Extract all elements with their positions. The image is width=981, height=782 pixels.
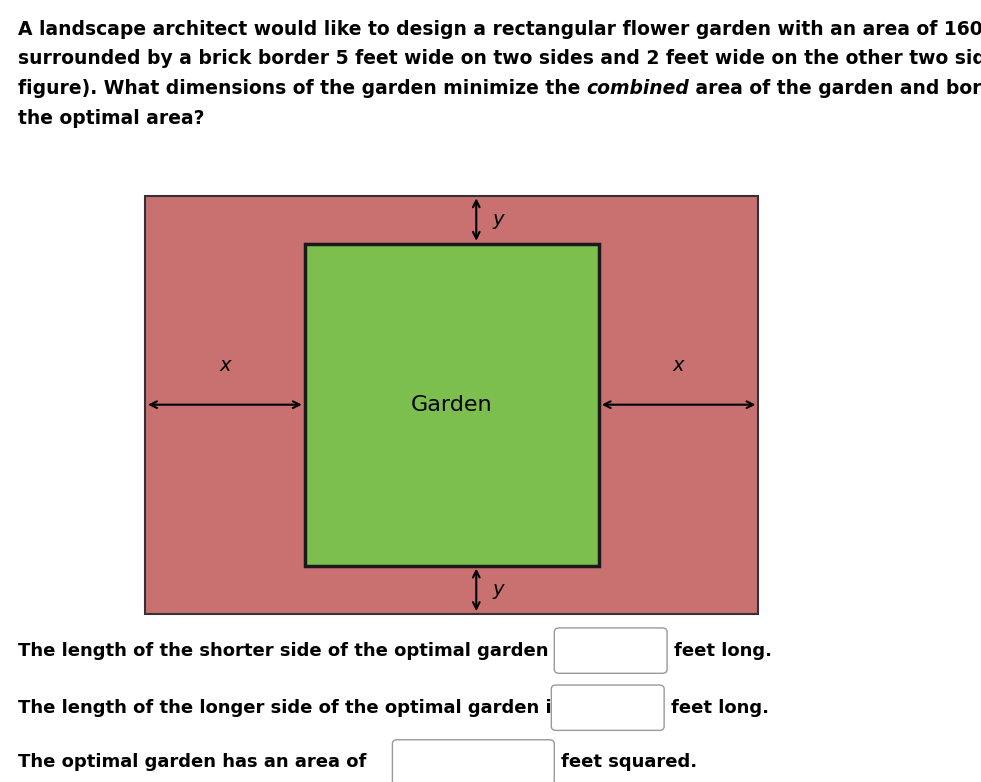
Text: The optimal garden has an area of: The optimal garden has an area of <box>18 753 366 772</box>
Text: the optimal area?: the optimal area? <box>18 109 204 127</box>
Text: surrounded by a brick border 5 feet wide on two sides and 2 feet wide on the oth: surrounded by a brick border 5 feet wide… <box>18 49 981 68</box>
Text: combined: combined <box>587 79 690 98</box>
Text: feet long.: feet long. <box>671 698 769 717</box>
Text: The length of the longer side of the optimal garden is: The length of the longer side of the opt… <box>18 698 562 717</box>
Text: feet squared.: feet squared. <box>561 753 697 772</box>
FancyBboxPatch shape <box>551 685 664 730</box>
Text: x: x <box>673 356 685 375</box>
Text: Garden: Garden <box>411 395 492 414</box>
FancyBboxPatch shape <box>554 628 667 673</box>
Text: A landscape architect would like to design a rectangular flower garden with an a: A landscape architect would like to desi… <box>18 20 981 38</box>
Text: y: y <box>492 210 503 229</box>
Text: area of the garden and borders? What is: area of the garden and borders? What is <box>690 79 981 98</box>
FancyBboxPatch shape <box>392 740 554 782</box>
Bar <box>145 196 758 614</box>
Text: figure). What dimensions of the garden minimize the: figure). What dimensions of the garden m… <box>18 79 587 98</box>
Bar <box>305 244 599 565</box>
Text: feet long.: feet long. <box>674 641 772 660</box>
Text: x: x <box>219 356 231 375</box>
Text: y: y <box>492 580 503 599</box>
Text: The length of the shorter side of the optimal garden is: The length of the shorter side of the op… <box>18 641 571 660</box>
